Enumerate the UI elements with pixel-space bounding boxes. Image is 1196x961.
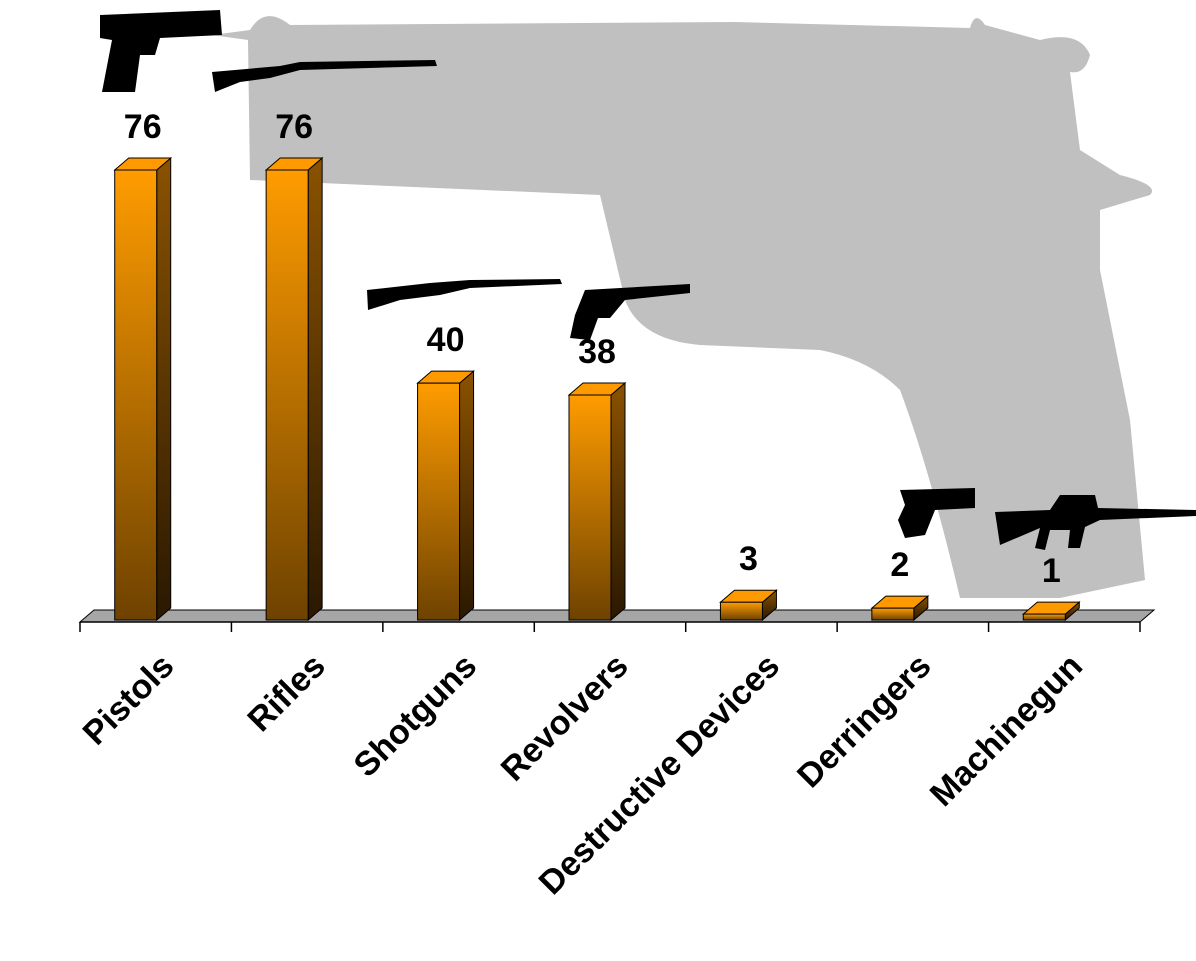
bar bbox=[416, 370, 475, 622]
bar bbox=[719, 589, 778, 622]
bar bbox=[113, 156, 173, 622]
value-label: 76 bbox=[124, 108, 162, 146]
bar-face bbox=[871, 607, 915, 621]
value-label: 1 bbox=[1042, 552, 1061, 590]
x-tick-label: Shotguns bbox=[347, 647, 485, 785]
x-tick-label: Revolvers bbox=[494, 647, 636, 789]
x-tick-label: Rifles bbox=[240, 647, 332, 739]
bar bbox=[264, 156, 324, 622]
bar-face bbox=[568, 394, 612, 621]
x-tick-label: Pistols bbox=[76, 647, 182, 753]
x-tick-label: Derringers bbox=[790, 647, 938, 795]
value-label: 3 bbox=[739, 540, 758, 578]
bar bbox=[567, 381, 627, 622]
bar-face bbox=[610, 381, 626, 622]
value-label: 38 bbox=[578, 333, 616, 371]
value-label: 40 bbox=[427, 321, 465, 359]
bar bbox=[870, 595, 930, 622]
value-label: 2 bbox=[890, 546, 909, 584]
pictograms bbox=[100, 10, 1196, 550]
bar-face bbox=[417, 382, 461, 621]
bar-face bbox=[156, 156, 172, 622]
bar-face bbox=[114, 169, 158, 621]
x-tick-label: Machinegun bbox=[923, 647, 1090, 814]
bar-face bbox=[307, 156, 323, 622]
bar-face bbox=[265, 169, 309, 621]
bar-face bbox=[719, 601, 763, 621]
value-label: 76 bbox=[275, 108, 313, 146]
bar-face bbox=[459, 370, 475, 622]
bar-face bbox=[1022, 613, 1066, 621]
bar bbox=[1021, 600, 1081, 622]
background-pistol bbox=[212, 16, 1152, 599]
